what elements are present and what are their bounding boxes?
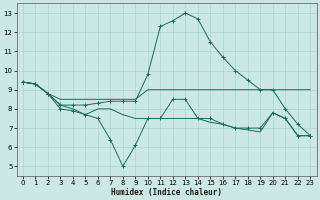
X-axis label: Humidex (Indice chaleur): Humidex (Indice chaleur)	[111, 188, 222, 197]
